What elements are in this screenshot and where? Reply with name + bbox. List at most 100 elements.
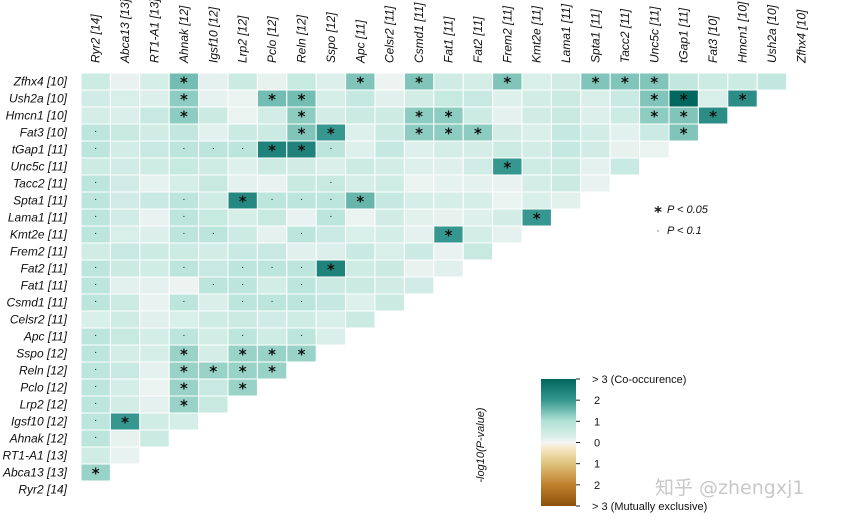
heatmap-cell xyxy=(492,123,523,142)
significance-dot: · xyxy=(329,145,332,155)
row-label: Kmt2e [11] xyxy=(10,228,68,242)
row-label: Pclo [12] xyxy=(20,381,67,395)
column-label: Igsf10 [12] xyxy=(206,6,220,63)
significance-star: * xyxy=(503,159,511,177)
significance-star: * xyxy=(239,193,247,211)
heatmap-cell xyxy=(109,293,141,312)
heatmap-cell xyxy=(109,191,141,210)
value-axis-label: -log10(P-value) xyxy=(475,407,487,483)
significance-dot: · xyxy=(94,213,97,223)
heatmap-cell xyxy=(198,123,229,142)
heatmap-cell xyxy=(315,293,347,312)
heatmap-cell xyxy=(374,293,405,312)
significance-star: * xyxy=(180,363,188,381)
significance-dot: · xyxy=(94,434,97,444)
significance-star: * xyxy=(356,74,364,92)
heatmap-cell xyxy=(433,208,464,227)
heatmap-cell xyxy=(168,276,200,295)
significance-dot: · xyxy=(241,264,244,274)
heatmap-cell xyxy=(315,327,347,346)
heatmap-cell xyxy=(433,259,464,278)
row-label: tGap1 [11] xyxy=(12,143,68,157)
row-label: Ahnak [12] xyxy=(9,432,68,446)
heatmap-cell xyxy=(109,446,141,465)
heatmap-cell xyxy=(80,310,111,329)
significance-star: * xyxy=(445,227,453,245)
heatmap-cell xyxy=(139,293,170,312)
column-label: Ahnak [12] xyxy=(177,5,191,64)
significance-star: * xyxy=(92,465,100,483)
heatmap-cell xyxy=(256,361,288,380)
significance-dot: · xyxy=(182,332,185,342)
heatmap-cell xyxy=(227,310,258,329)
significance-star: * xyxy=(680,125,688,143)
heatmap-cell xyxy=(345,276,376,295)
column-label: Lrp2 [12] xyxy=(236,15,250,63)
heatmap-cell xyxy=(433,242,464,261)
row-label: Zfhx4 [10] xyxy=(13,75,68,89)
heatmap-cell xyxy=(580,157,611,176)
heatmap-cell xyxy=(198,310,229,329)
significance-star: * xyxy=(239,380,247,398)
heatmap-cell xyxy=(109,106,141,125)
row-label: Sspo [12] xyxy=(16,347,67,361)
significance-dot: · xyxy=(300,264,303,274)
heatmap-cell xyxy=(345,157,376,176)
heatmap-cell xyxy=(403,140,435,159)
colorbar-tick-label: 1 xyxy=(594,416,600,428)
heatmap-cell xyxy=(345,89,376,108)
significance-star: * xyxy=(445,125,453,143)
colorbar xyxy=(541,379,576,506)
significance-star: * xyxy=(621,74,629,92)
heatmap-cell xyxy=(462,208,494,227)
heatmap-cell xyxy=(668,72,699,91)
heatmap-cell xyxy=(168,157,200,176)
heatmap-cell xyxy=(286,242,317,261)
heatmap-cell xyxy=(727,72,758,91)
legend-dot-label: P < 0.1 xyxy=(667,225,702,237)
heatmap-cell xyxy=(403,208,435,227)
heatmap-cell xyxy=(609,123,641,142)
heatmap-cell xyxy=(139,276,170,295)
significance-dot: · xyxy=(94,264,97,274)
heatmap-cell xyxy=(609,157,641,176)
heatmap-cell xyxy=(286,157,317,176)
heatmap-cell xyxy=(609,89,641,108)
heatmap-cell xyxy=(403,259,435,278)
heatmap-cell xyxy=(521,174,552,193)
heatmap-cell xyxy=(227,225,258,244)
heatmap-cell xyxy=(139,89,170,108)
significance-star: * xyxy=(180,74,188,92)
row-label: Lrp2 [12] xyxy=(20,398,68,412)
significance-star: * xyxy=(298,125,306,143)
significance-star: * xyxy=(239,363,247,381)
heatmap-cell xyxy=(345,293,376,312)
significance-star: * xyxy=(298,142,306,160)
heatmap-cell xyxy=(374,157,405,176)
heatmap-cell xyxy=(139,412,170,431)
heatmap-cell xyxy=(374,208,405,227)
heatmap-cell xyxy=(462,89,494,108)
heatmap-cell xyxy=(492,225,523,244)
significance-star: * xyxy=(650,74,658,92)
heatmap-cell xyxy=(492,174,523,193)
heatmap-cell xyxy=(462,140,494,159)
colorbar-tick-label: > 3 (Mutually exclusive) xyxy=(592,501,707,513)
significance-star: * xyxy=(239,346,247,364)
heatmap-cell xyxy=(198,106,229,125)
heatmap-cell xyxy=(315,276,347,295)
row-label: Frem2 [11] xyxy=(10,245,68,259)
row-label: Ush2a [10] xyxy=(9,92,68,106)
heatmap-cell xyxy=(80,106,111,125)
heatmap-cell xyxy=(80,242,111,261)
heatmap-cell xyxy=(697,106,729,125)
heatmap-cell xyxy=(315,157,347,176)
heatmap-cell xyxy=(550,89,582,108)
heatmap-cell xyxy=(139,72,170,91)
significance-star: * xyxy=(327,261,335,279)
significance-star: * xyxy=(592,74,600,92)
row-label: Lama1 [11] xyxy=(8,211,68,225)
heatmap-cell xyxy=(609,140,641,159)
heatmap-cell xyxy=(403,225,435,244)
significance-star: * xyxy=(709,108,717,126)
